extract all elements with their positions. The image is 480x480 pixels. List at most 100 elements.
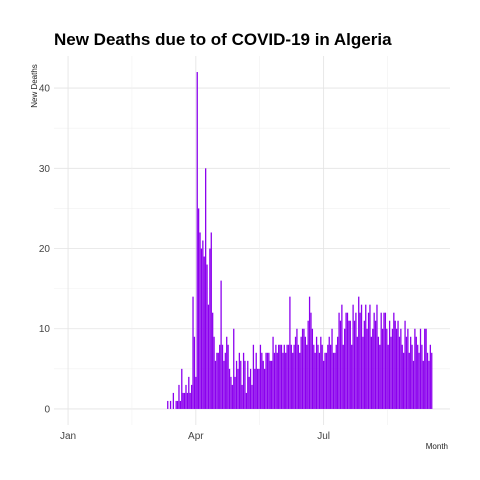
bar: [339, 320, 342, 409]
bar: [337, 336, 339, 409]
bar: [306, 344, 308, 409]
bar: [292, 352, 294, 409]
bar: [328, 336, 330, 409]
y-tick-label: 10: [39, 324, 51, 335]
bar: [318, 352, 321, 409]
bar: [426, 352, 429, 409]
bar: [261, 352, 263, 409]
bar: [196, 72, 198, 409]
bar: [370, 336, 373, 409]
bar: [307, 320, 309, 409]
bar: [259, 344, 262, 409]
bar: [226, 336, 228, 409]
bar: [217, 352, 219, 409]
bar: [199, 232, 201, 409]
bar: [249, 368, 252, 409]
bar: [238, 352, 241, 409]
bar: [411, 344, 413, 409]
bar: [245, 392, 248, 409]
bar: [374, 320, 377, 409]
bar: [278, 344, 280, 409]
y-axis-ticks: 0 10 20 30 40: [39, 84, 51, 416]
bar: [220, 280, 222, 409]
bar: [351, 344, 353, 409]
bar: [349, 320, 351, 409]
bar: [390, 336, 392, 409]
bar: [422, 360, 424, 409]
bar: [233, 328, 235, 409]
bar: [206, 264, 208, 409]
bar: [369, 304, 371, 409]
bar: [322, 360, 325, 409]
bar: [223, 360, 225, 409]
bar: [348, 320, 350, 409]
bar: [200, 248, 203, 409]
bar: [192, 296, 194, 409]
bar: [365, 304, 367, 409]
bar: [299, 352, 301, 409]
bar: [276, 352, 278, 409]
bar: [384, 312, 387, 409]
bar: [209, 248, 211, 409]
bar: [353, 320, 356, 409]
bar: [341, 304, 343, 409]
bar: [235, 360, 238, 409]
bar: [387, 344, 389, 409]
bar: [366, 328, 368, 409]
bar: [352, 304, 354, 409]
bar: [410, 336, 412, 409]
bar: [404, 320, 406, 409]
bar: [244, 360, 246, 409]
bar: [327, 344, 329, 409]
bar: [355, 312, 357, 409]
bar: [293, 344, 295, 409]
bar: [419, 328, 422, 409]
bar: [268, 352, 270, 409]
bar: [183, 392, 186, 409]
bar: [329, 344, 332, 409]
bar: [395, 328, 398, 409]
bar: [287, 344, 290, 409]
bar: [418, 352, 420, 409]
bar: [202, 240, 204, 409]
bar: [342, 344, 344, 409]
bar: [197, 208, 200, 409]
bar: [321, 344, 323, 409]
bar: [242, 352, 245, 409]
bar: [332, 352, 335, 409]
bar: [247, 360, 249, 409]
bar: [254, 368, 256, 409]
bar: [346, 312, 349, 409]
bar: [345, 312, 347, 409]
bar: [262, 360, 264, 409]
bar: [331, 328, 333, 409]
bar: [231, 384, 233, 409]
bar: [310, 312, 312, 409]
bar: [297, 344, 299, 409]
bar: [273, 352, 276, 409]
bar: [271, 360, 273, 409]
bar: [185, 384, 187, 409]
bar: [280, 344, 283, 409]
bar: [367, 312, 370, 409]
bar: [186, 392, 189, 409]
bar: [258, 368, 260, 409]
bar: [282, 352, 284, 409]
grid-lines: [54, 56, 450, 425]
bar: [265, 352, 267, 409]
bar: [272, 336, 274, 409]
bar: [376, 304, 378, 409]
bar: [380, 312, 382, 409]
bar: [188, 376, 190, 409]
bar: [394, 320, 396, 409]
bar: [412, 360, 415, 409]
bar: [240, 360, 242, 409]
bar: [414, 328, 416, 409]
bar: [334, 352, 336, 409]
bar: [356, 336, 358, 409]
bar: [397, 320, 399, 409]
y-tick-label: 40: [39, 84, 51, 95]
bar: [182, 392, 184, 409]
bar: [379, 344, 381, 409]
